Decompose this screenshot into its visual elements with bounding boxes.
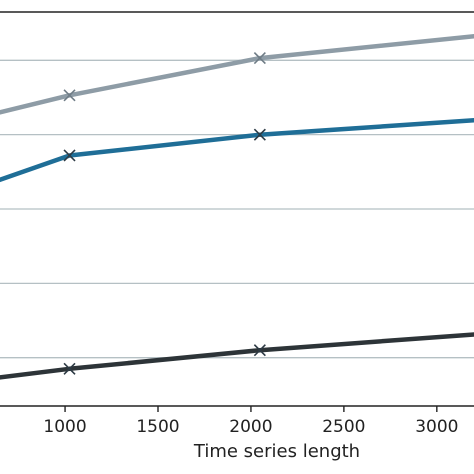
series-line-3: [0, 332, 474, 380]
series-line-1: [0, 33, 474, 115]
data-point-marker: [253, 344, 266, 357]
data-point-marker: [253, 52, 266, 65]
data-point-marker: [63, 89, 76, 102]
x-tick-label: 2000: [229, 417, 272, 437]
series-lines: [0, 33, 474, 380]
data-point-marker: [253, 128, 266, 141]
x-axis-ticks: 1000 1500 2000 2500 3000: [43, 406, 458, 437]
series-line-2: [0, 117, 474, 183]
axes-frame: [0, 11, 474, 407]
gridlines: [0, 59, 474, 359]
x-tick-label: 1500: [136, 417, 179, 437]
x-tick-label: 2500: [322, 417, 365, 437]
x-tick-label: 1000: [43, 417, 86, 437]
series-markers: [63, 52, 266, 375]
data-point-marker: [63, 149, 76, 162]
x-axis-label: Time series length: [193, 441, 360, 462]
data-point-marker: [63, 362, 76, 375]
x-tick-label: 3000: [415, 417, 458, 437]
